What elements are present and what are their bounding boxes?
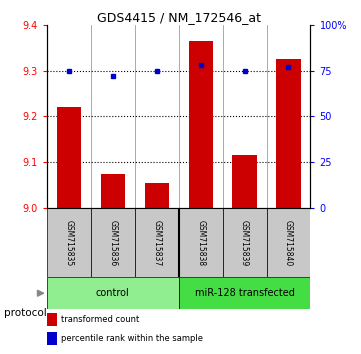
Text: GSM715839: GSM715839	[240, 219, 249, 266]
Bar	[179, 208, 223, 278]
Text: protocol: protocol	[4, 308, 46, 318]
Bar	[232, 155, 257, 208]
Title: GDS4415 / NM_172546_at: GDS4415 / NM_172546_at	[97, 11, 261, 24]
Bar	[135, 208, 179, 278]
Text: transformed count: transformed count	[61, 315, 140, 324]
Bar	[188, 41, 213, 208]
Bar	[145, 183, 169, 208]
Bar	[223, 208, 266, 278]
Bar	[57, 107, 81, 208]
Text: GSM715837: GSM715837	[152, 219, 161, 266]
Text: percentile rank within the sample: percentile rank within the sample	[61, 334, 204, 343]
Text: GSM715838: GSM715838	[196, 219, 205, 266]
Bar	[266, 208, 310, 278]
Text: GSM715836: GSM715836	[108, 219, 117, 266]
Bar	[47, 313, 57, 326]
Text: miR-128 transfected: miR-128 transfected	[195, 288, 295, 298]
Bar	[47, 208, 91, 278]
Text: control: control	[96, 288, 130, 298]
Bar	[91, 208, 135, 278]
Bar	[179, 278, 310, 309]
Bar	[101, 173, 125, 208]
Text: GSM715840: GSM715840	[284, 219, 293, 266]
Bar	[47, 278, 179, 309]
Bar	[47, 332, 57, 345]
Text: GSM715835: GSM715835	[64, 219, 73, 266]
Bar	[277, 59, 301, 208]
